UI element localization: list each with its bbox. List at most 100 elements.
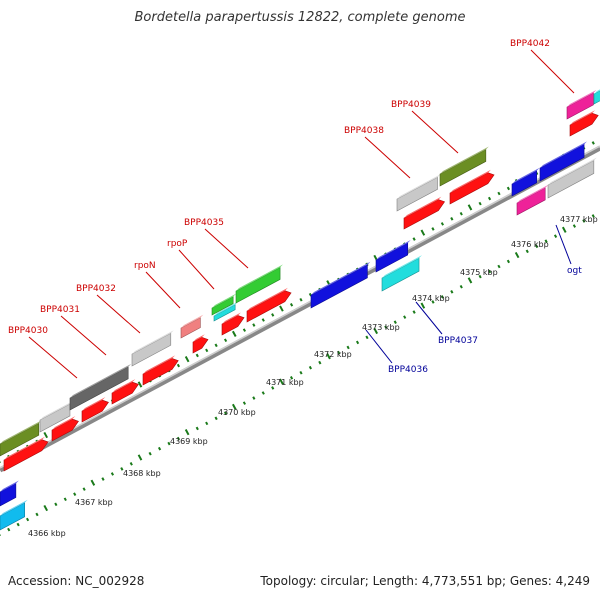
minor-tick xyxy=(346,345,350,350)
cds-forward-top xyxy=(570,110,596,125)
cds-forward-top xyxy=(450,169,491,193)
minor-tick xyxy=(299,297,303,302)
cds-forward xyxy=(246,287,292,323)
gene-bpp4030-top xyxy=(0,420,42,444)
gene-label-forward: BPP4039 xyxy=(391,100,431,110)
gene-bpp4036 xyxy=(310,261,371,309)
minor-tick xyxy=(157,446,162,451)
minor-tick xyxy=(403,315,407,319)
minor-tick xyxy=(497,191,501,196)
gene-bpp4037 xyxy=(381,255,423,292)
minor-tick xyxy=(242,401,247,405)
gene-label-reverse: BPP4036 xyxy=(388,365,428,375)
minor-tick xyxy=(289,303,294,307)
minor-tick xyxy=(195,426,199,431)
label-leader-forward xyxy=(96,294,141,334)
major-tick xyxy=(561,226,567,233)
gene-label-forward: BPP4035 xyxy=(184,218,224,228)
gene-rev xyxy=(539,141,588,182)
gene-label-forward: BPP4038 xyxy=(344,126,384,136)
gene-edge xyxy=(593,89,600,105)
minor-tick xyxy=(223,411,228,416)
gene-rev-top xyxy=(376,240,411,260)
scale-label: 4377 kbp xyxy=(560,215,598,224)
accession-text: Accession: NC_002928 xyxy=(8,574,145,588)
minor-tick xyxy=(591,141,595,145)
minor-tick xyxy=(459,211,463,216)
gene-rev-top xyxy=(512,167,540,184)
cds-forward xyxy=(403,196,446,230)
minor-tick xyxy=(431,300,435,304)
scale-label: 4368 kbp xyxy=(123,469,161,478)
minor-tick xyxy=(205,421,209,426)
scale-label: 4369 kbp xyxy=(170,437,208,446)
minor-tick xyxy=(299,370,303,375)
cds-forward-top xyxy=(193,334,205,342)
gene-bpp4039-top xyxy=(440,146,489,174)
gene-rev-left-cyan-top xyxy=(0,499,28,516)
minor-tick xyxy=(544,239,548,244)
genome-summary-text: Topology: circular; Length: 4,773,551 bp… xyxy=(260,574,590,588)
minor-tick xyxy=(412,310,416,314)
minor-tick xyxy=(591,214,595,218)
minor-tick xyxy=(176,436,181,441)
gene-bpp4038-top xyxy=(397,174,441,199)
cds-forward xyxy=(51,416,79,442)
minor-tick xyxy=(120,467,124,471)
backbone-highlight xyxy=(0,145,600,469)
minor-tick xyxy=(553,234,558,238)
label-leader-forward xyxy=(28,336,78,379)
scale-label: 4373 kbp xyxy=(362,323,400,332)
cds-forward-body xyxy=(569,112,599,137)
gene-label-reverse: BPP4037 xyxy=(438,336,478,346)
major-tick xyxy=(90,479,96,486)
label-leader-forward xyxy=(204,228,249,269)
backbone-line xyxy=(0,145,600,473)
gene-rev-pink-top xyxy=(517,184,549,203)
minor-tick xyxy=(506,186,510,191)
minor-tick xyxy=(289,376,294,380)
scale-label: 4375 kbp xyxy=(460,268,498,277)
cds-forward-top xyxy=(222,312,241,324)
scale-label: 4366 kbp xyxy=(28,529,66,538)
minor-tick xyxy=(252,323,256,327)
minor-tick xyxy=(101,477,105,481)
minor-tick xyxy=(440,222,445,226)
gene-edge-top xyxy=(594,89,600,94)
gene-rev-left-top xyxy=(0,480,19,492)
cds-forward-top xyxy=(247,287,288,311)
map-title: Bordetella parapertussis 12822, complete… xyxy=(134,10,466,25)
gene-bpp4042 xyxy=(566,89,597,120)
inner-tick-row: 4366 kbp 4367 kbp 4368 kbp 4369 kbp 4370 kbp… xyxy=(0,214,598,538)
label-leader-forward xyxy=(364,136,411,179)
major-tick xyxy=(231,403,237,410)
minor-tick xyxy=(176,363,181,368)
gene-bpp4037-top xyxy=(382,255,423,278)
minor-tick xyxy=(271,313,275,317)
cds-forward-top xyxy=(82,397,106,411)
minor-tick xyxy=(450,290,454,294)
minor-tick xyxy=(497,264,501,269)
gene-label-forward: BPP4032 xyxy=(76,284,116,294)
minor-tick xyxy=(148,451,152,456)
minor-tick xyxy=(214,416,218,421)
gene-label-forward: rpoN xyxy=(134,261,156,271)
scale-label: 4372 kbp xyxy=(314,350,352,359)
major-tick xyxy=(43,504,49,512)
gene-bpp4031-top xyxy=(40,400,73,420)
gene-rpop-top xyxy=(181,314,204,328)
minor-tick xyxy=(25,517,30,522)
minor-tick xyxy=(487,196,492,201)
cds-forward-top xyxy=(4,436,45,460)
gene-bpp4035-top xyxy=(236,264,284,291)
gene-label-reverse: ogt xyxy=(567,266,582,276)
gene-rev-body xyxy=(511,170,537,197)
minor-tick xyxy=(16,522,20,527)
gene-bpp4032 xyxy=(69,363,132,411)
minor-tick xyxy=(129,462,133,466)
scale-label: 4370 kbp xyxy=(218,408,256,417)
gene-bpp4039 xyxy=(439,146,489,187)
minor-tick xyxy=(582,219,586,223)
gene-small-cyan xyxy=(213,301,239,322)
